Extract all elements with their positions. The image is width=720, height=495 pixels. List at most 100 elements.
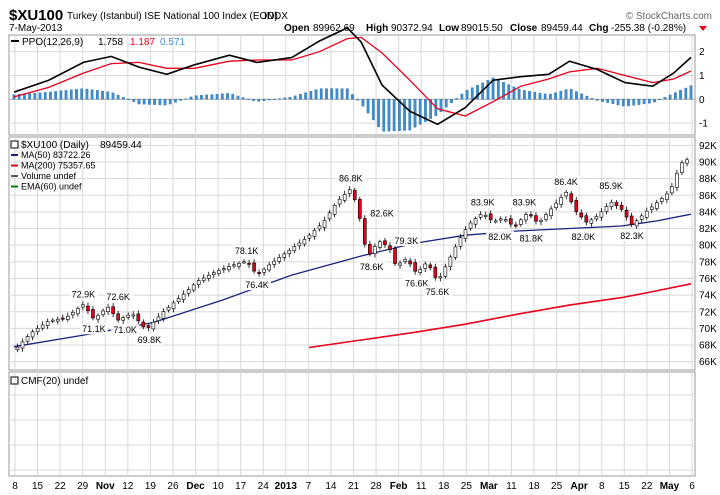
annotation-bg [468, 196, 497, 208]
candle-body [141, 321, 146, 328]
candle-body [463, 229, 468, 239]
ppo-hist-bar [80, 88, 84, 100]
candle-body [544, 214, 548, 220]
ppo-label: PPO(12,26,9) [22, 37, 83, 48]
ppo-hist-bar [361, 99, 365, 107]
annotation-bg [232, 244, 261, 256]
candle-body [232, 264, 236, 267]
ppo-hist-bar [403, 99, 406, 131]
ppo-hist-bar [59, 90, 63, 100]
ppo-hist-bar [668, 94, 672, 100]
candle-body [423, 263, 428, 269]
ppo-hist-bar [345, 88, 349, 100]
ppo-hist-bar [158, 99, 162, 106]
candle-body [398, 262, 402, 266]
ppo-hist-bar [569, 89, 573, 100]
candle-body [388, 245, 392, 251]
ppo-hist-bar [309, 91, 313, 100]
candle-body [166, 306, 171, 311]
ppo-hist-bar [627, 99, 630, 107]
ppo-hist-bar [606, 99, 610, 103]
ppo-hist-bar [366, 99, 370, 114]
ppo-hist-bar [220, 93, 224, 100]
candle-body [66, 315, 70, 320]
ppo-hist-bar [257, 99, 261, 102]
ppo-hist-bar [621, 99, 625, 107]
annotation-bg [79, 323, 108, 335]
candle-body [509, 218, 513, 225]
price-legend-candle-icon [10, 140, 19, 149]
ppo-hist-value: 0.571 [160, 37, 185, 48]
ppo-hist-bar [122, 97, 125, 100]
ppo-hist-bar [49, 91, 52, 100]
ppo-tick-label: 0 [699, 95, 705, 106]
candle-body [373, 246, 377, 255]
ppo-hist-bar [38, 92, 42, 100]
y-tick-label: 86K [699, 191, 717, 202]
price-annotation: 78.1K [235, 246, 259, 256]
candle-body [383, 240, 387, 245]
ppo-hist-bar [252, 99, 255, 101]
ppo-hist-bar [439, 99, 443, 112]
y-tick-label: 90K [699, 157, 717, 168]
ppo-hist-bar [111, 92, 115, 100]
ppo-hist-bar [528, 91, 531, 100]
candle-body [131, 314, 136, 317]
price-annotation: 79.3K [395, 236, 419, 246]
candle-body [428, 264, 433, 269]
candle-body [368, 244, 372, 255]
candle-body [519, 219, 523, 225]
legend-item-label: Volume undef [21, 171, 77, 181]
candle-body [629, 215, 634, 225]
price-annotation: 82.0K [488, 232, 512, 242]
candle-body [493, 220, 498, 223]
price-annotation: 76.6K [405, 278, 429, 288]
candle-body [186, 289, 191, 294]
candle-body [71, 312, 75, 316]
candle-body [644, 210, 649, 218]
ppo-hist-bar [116, 94, 120, 100]
x-tick-label: 11 [506, 481, 517, 492]
candle-body [498, 218, 503, 221]
candle-body [40, 324, 45, 329]
candle-body [352, 189, 357, 200]
ppo-hist-bar [64, 90, 68, 100]
x-tick-label: 14 [325, 481, 337, 492]
candle-body [317, 225, 322, 230]
candle-body [443, 266, 448, 277]
price-annotation: 81.8K [520, 234, 544, 244]
open-label: Open [284, 23, 310, 34]
close-value: 89459.44 [541, 23, 583, 34]
annotation-bg [423, 285, 452, 297]
candle-body [488, 213, 493, 221]
ma200-line [308, 283, 692, 349]
low-value: 89015.50 [461, 23, 503, 34]
legend-item-label: EMA(60) undef [21, 182, 82, 192]
price-legend: $XU100 (Daily) 89459.44 MA(50) 83722.26M… [10, 140, 142, 192]
ppo-hist-bar [189, 96, 193, 100]
price-label: $XU100 (Daily) [21, 140, 89, 151]
ppo-hist-bar [200, 95, 203, 100]
candle-body [649, 206, 654, 210]
candle-body [307, 234, 312, 239]
ppo-histogram [12, 77, 693, 132]
ppo-hist-bar [429, 99, 432, 119]
price-annotation: 72.6K [106, 292, 130, 302]
ppo-hist-bar [512, 86, 516, 100]
price-annotation: 75.6K [426, 287, 450, 297]
ppo-hist-bar [17, 94, 21, 100]
ppo-hist-bar [549, 93, 552, 100]
ppo-hist-bar [382, 99, 386, 132]
candle-body [564, 191, 568, 197]
candle-body [55, 318, 60, 322]
candle-body [237, 262, 241, 267]
x-tick-label: 8 [599, 481, 605, 492]
ppo-hist-bar [163, 99, 167, 106]
ppo-hist-bar [293, 95, 297, 100]
candle-body [227, 266, 231, 271]
x-tick-label: Mar [480, 481, 498, 492]
x-tick-label: 10 [213, 481, 225, 492]
price-annotation: 82.3K [620, 231, 644, 241]
annotation-bg [617, 230, 646, 242]
